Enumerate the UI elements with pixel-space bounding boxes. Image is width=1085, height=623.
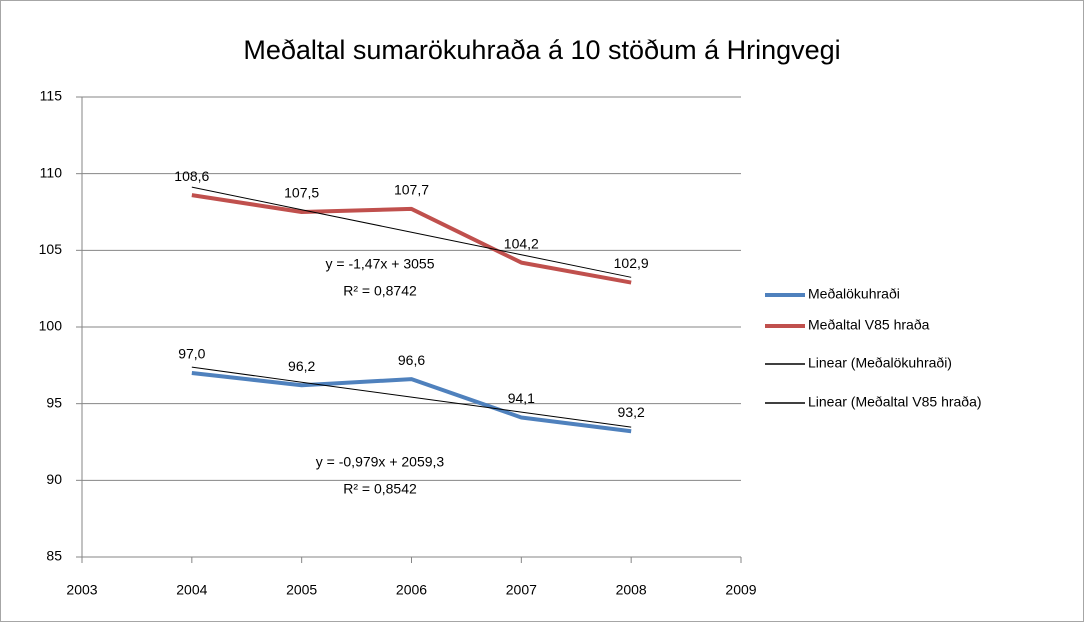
x-tick-label: 2004 [176, 582, 207, 598]
x-tick-label: 2006 [396, 582, 427, 598]
y-tick-label: 115 [40, 88, 63, 104]
y-tick-label: 95 [46, 394, 62, 410]
legend-label: Meðalökuhraði [808, 286, 900, 302]
data-label: 102,9 [614, 255, 649, 271]
data-line [191, 371, 632, 434]
data-line [191, 193, 632, 285]
annotation: R² = 0,8542 [343, 481, 417, 497]
x-tick-label: 2005 [286, 582, 317, 598]
annotation: y = -1,47x + 3055 [326, 256, 435, 272]
legend-label: Meðaltal V85 hraða [808, 317, 930, 333]
y-tick-label: 90 [46, 471, 62, 487]
data-label: 108,6 [174, 168, 209, 184]
annotation: y = -0,979x + 2059,3 [316, 454, 445, 470]
chart-title: Meðaltal sumarökuhraða á 10 stöðum á Hri… [243, 35, 840, 65]
legend-label: Linear (Meðalökuhraði) [808, 355, 952, 371]
trend-line [191, 366, 632, 428]
trend-line [191, 186, 632, 278]
data-label: 96,6 [398, 352, 425, 368]
x-tick-label: 2009 [725, 582, 756, 598]
y-tick-label: 105 [39, 241, 63, 257]
data-label: 97,0 [178, 346, 205, 362]
x-tick-label: 2003 [66, 582, 97, 598]
annotation: R² = 0,8742 [343, 283, 417, 299]
data-label: 94,1 [508, 390, 535, 406]
legend-label: Linear (Meðaltal V85 hraða) [808, 394, 982, 410]
x-tick-label: 2008 [616, 582, 647, 598]
x-tick-label: 2007 [506, 582, 537, 598]
y-tick-label: 85 [46, 548, 62, 564]
y-tick-label: 110 [40, 164, 63, 180]
data-label: 107,5 [284, 185, 319, 201]
data-label: 104,2 [504, 235, 539, 251]
data-label: 107,7 [394, 182, 429, 198]
data-label: 93,2 [618, 404, 645, 420]
y-tick-label: 100 [39, 318, 63, 334]
data-label: 96,2 [288, 358, 315, 374]
